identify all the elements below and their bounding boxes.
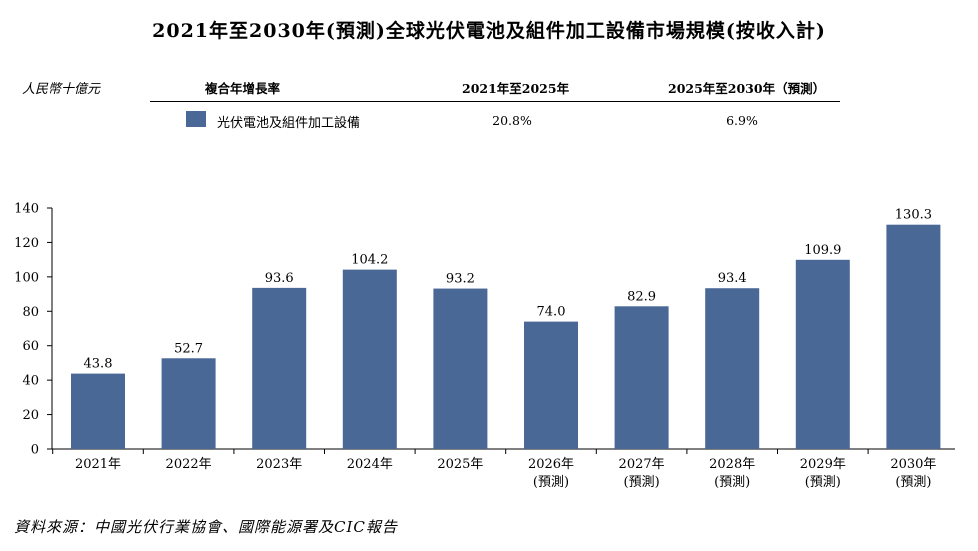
x-axis: 2021年 2022年 2023年 2024年 2025年 2026年 (預測) 2027年 (… [52,448,955,490]
bar-2029年 [795,259,850,449]
x-tick-label: 2023年 [256,457,302,472]
bar-series [71,224,941,449]
cagr-header-rule [150,101,840,102]
y-tick-label: 120 [14,236,39,251]
value-label: 74.0 [537,305,566,320]
legend-swatch [186,111,206,127]
x-tick-sublabel: (預測) [624,475,660,490]
y-tick-label: 0 [31,443,39,458]
x-tick-label: 2024年 [347,457,393,472]
bar-2022年 [161,358,216,449]
x-tick-label: 2025年 [437,457,483,472]
cagr-period2-value: 6.9% [726,113,758,128]
value-label: 104.2 [351,253,388,268]
value-label: 93.6 [265,271,294,286]
source-note: 資料來源：中國光伏行業協會、國際能源署及CIC報告 [14,518,398,536]
value-label: 52.7 [174,341,203,356]
bar-2030年 [886,224,941,449]
bar-2021年 [71,373,125,449]
x-tick-label: 2022年 [166,457,212,472]
chart-title: 2021年至2030年(預測)全球光伏電池及組件加工設備市場規模(按收入計) [152,20,826,42]
cagr-period1-header: 2021年至2025年 [462,81,570,96]
bar-2028年 [705,288,760,449]
value-label: 130.3 [895,208,932,223]
x-tick-label: 2030年 [890,457,936,472]
bar-2025年 [433,288,488,449]
x-tick-label: 2026年 [528,457,574,472]
x-tick-label: 2021年 [75,457,121,472]
y-axis: 0 20 40 60 80 100 120 140 [14,202,53,458]
bar-2023年 [252,287,307,449]
cagr-period1-value: 20.8% [492,113,532,128]
x-tick-label: 2029年 [800,457,846,472]
y-tick-label: 80 [22,305,39,320]
x-tick-sublabel: (預測) [533,475,569,490]
y-tick-label: 20 [22,408,39,423]
unit-label: 人民幣十億元 [22,82,101,97]
value-label: 43.8 [84,357,113,372]
cagr-header-label: 複合年增長率 [205,81,281,96]
x-tick-label: 2027年 [619,457,665,472]
y-tick-label: 60 [22,339,39,354]
bar-2026年 [524,321,578,449]
value-label: 93.4 [718,271,747,286]
y-tick-label: 140 [14,202,39,217]
x-tick-sublabel: (預測) [714,475,750,490]
bar-2024年 [342,269,397,449]
x-tick-sublabel: (預測) [895,475,931,490]
value-label: 82.9 [627,289,656,304]
value-label: 93.2 [446,272,475,287]
x-tick-label: 2028年 [709,457,755,472]
cagr-period2-header: 2025年至2030年（預測） [668,81,826,96]
legend-series-label: 光伏電池及組件加工設備 [217,116,361,131]
y-tick-label: 40 [22,374,39,389]
bar-2027年 [614,306,669,449]
x-tick-sublabel: (預測) [805,475,841,490]
y-tick-label: 100 [14,270,39,285]
value-labels: 43.8 52.7 93.6 104.2 93.2 74.0 82.9 93.4 109.9 13… [84,208,932,372]
value-label: 109.9 [804,243,841,258]
